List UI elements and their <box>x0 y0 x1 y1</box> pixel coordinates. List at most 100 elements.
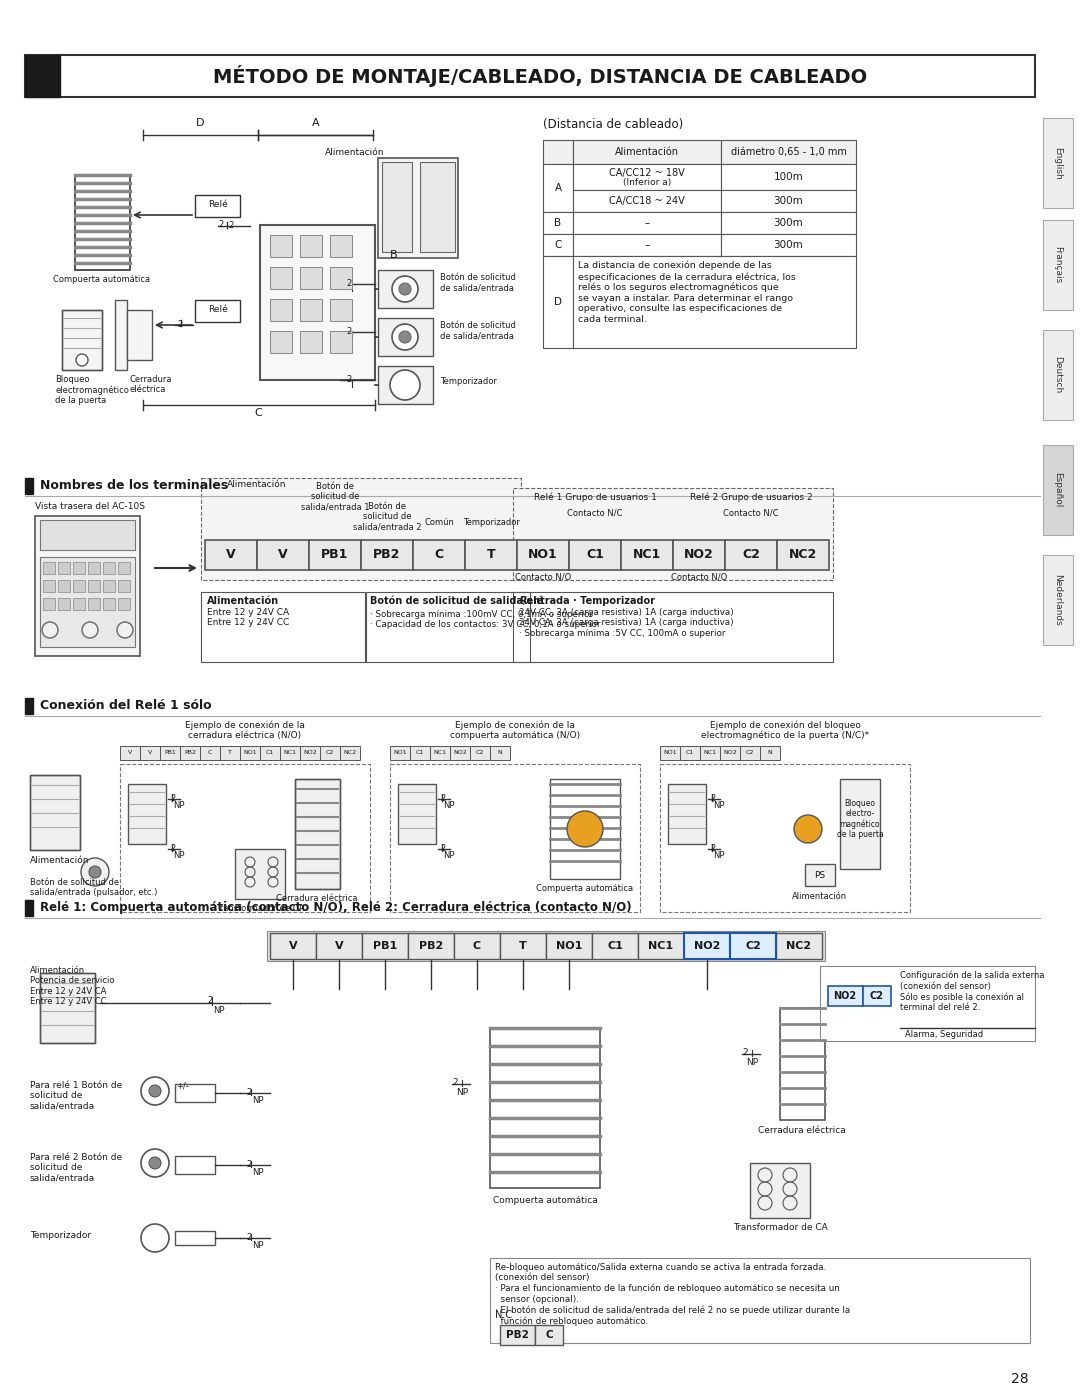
Text: 2: 2 <box>170 793 175 803</box>
Bar <box>420 162 455 251</box>
Text: NO1: NO1 <box>243 750 257 756</box>
Bar <box>73 562 85 574</box>
Bar <box>316 933 362 958</box>
Circle shape <box>82 622 98 638</box>
Bar <box>58 598 70 610</box>
Circle shape <box>141 1224 168 1252</box>
Text: C1: C1 <box>586 549 604 562</box>
Text: C2: C2 <box>746 750 754 756</box>
Text: Compuerta automática: Compuerta automática <box>492 1196 597 1206</box>
Bar <box>1043 555 1074 645</box>
Text: Alimentación: Alimentación <box>325 148 384 156</box>
Bar <box>40 972 95 1044</box>
Bar <box>680 746 700 760</box>
Bar <box>490 1259 1030 1343</box>
Bar <box>30 775 80 849</box>
Text: NC1: NC1 <box>703 750 716 756</box>
Bar <box>320 746 340 760</box>
Text: C2: C2 <box>745 942 761 951</box>
Bar <box>270 331 292 353</box>
Bar <box>454 933 500 958</box>
Bar <box>280 746 300 760</box>
Bar <box>513 488 833 580</box>
Bar <box>546 933 592 958</box>
Text: Cerradura eléctrica: Cerradura eléctrica <box>758 1126 846 1134</box>
Bar <box>25 54 1035 96</box>
Text: NP: NP <box>713 851 725 861</box>
Bar <box>267 930 825 961</box>
Text: V: V <box>279 549 287 562</box>
Text: NP: NP <box>443 851 455 861</box>
Circle shape <box>81 858 109 886</box>
Text: NP: NP <box>252 1241 264 1250</box>
Bar <box>200 746 220 760</box>
Text: Nederlands: Nederlands <box>1053 574 1063 626</box>
Text: D: D <box>195 117 204 129</box>
Text: NC2: NC2 <box>343 750 356 756</box>
Text: NC1: NC1 <box>633 549 661 562</box>
Bar <box>543 235 573 256</box>
Text: Temporizador: Temporizador <box>30 1231 91 1241</box>
Text: (Inferior a): (Inferior a) <box>623 177 671 187</box>
Text: Alimentación: Alimentación <box>793 893 848 901</box>
Bar <box>863 986 891 1006</box>
Bar <box>295 780 340 888</box>
Bar <box>30 775 80 849</box>
Text: C2: C2 <box>476 750 484 756</box>
Bar <box>621 541 673 570</box>
Bar <box>114 300 127 370</box>
Bar <box>465 541 517 570</box>
Bar <box>490 1028 600 1187</box>
Text: NC1: NC1 <box>283 750 297 756</box>
Bar <box>513 592 833 662</box>
Bar <box>361 541 413 570</box>
Text: Botón de solicitud de
salida/entrada (pulsador, etc.): Botón de solicitud de salida/entrada (pu… <box>30 877 158 897</box>
Bar <box>366 592 530 662</box>
Text: diámetro 0,65 - 1,0 mm: diámetro 0,65 - 1,0 mm <box>730 147 847 156</box>
Text: A: A <box>312 117 320 129</box>
Text: C: C <box>554 240 562 250</box>
Circle shape <box>117 622 133 638</box>
Text: 28: 28 <box>1011 1372 1029 1386</box>
Text: Transformador de CA: Transformador de CA <box>732 1222 827 1232</box>
Bar <box>205 541 257 570</box>
Text: NO1: NO1 <box>393 750 407 756</box>
Bar <box>340 746 360 760</box>
Text: 2: 2 <box>347 279 352 288</box>
Bar <box>62 310 102 370</box>
Bar <box>257 541 309 570</box>
Text: Contacto N/O: Contacto N/O <box>671 573 727 583</box>
Bar <box>300 331 322 353</box>
Bar <box>517 541 569 570</box>
Bar <box>270 933 316 958</box>
Bar <box>43 562 55 574</box>
Text: Entre 12 y 24V CA
Entre 12 y 24V CC: Entre 12 y 24V CA Entre 12 y 24V CC <box>207 608 289 627</box>
Bar <box>220 746 240 760</box>
Text: C2: C2 <box>742 549 760 562</box>
Text: Re-bloqueo automático/Salida externa cuando se activa la entrada forzada.
(conex: Re-bloqueo automático/Salida externa cua… <box>495 1263 850 1326</box>
Text: Compuerta automática: Compuerta automática <box>537 884 634 893</box>
Bar <box>408 933 454 958</box>
Text: –: – <box>645 240 650 250</box>
Text: 2: 2 <box>440 793 445 803</box>
Text: Transformador de CA: Transformador de CA <box>216 904 305 914</box>
Text: Contacto N/O: Contacto N/O <box>515 573 571 583</box>
Text: 2: 2 <box>170 844 175 854</box>
Bar <box>470 746 490 760</box>
Text: MÉTODO DE MONTAJE/CABLEADO, DISTANCIA DE CABLEADO: MÉTODO DE MONTAJE/CABLEADO, DISTANCIA DE… <box>213 66 867 87</box>
Text: T: T <box>519 942 527 951</box>
Bar <box>721 212 856 235</box>
Text: C: C <box>545 1330 553 1340</box>
Text: NO2: NO2 <box>684 549 714 562</box>
Circle shape <box>794 814 822 842</box>
Bar <box>118 562 130 574</box>
Text: T: T <box>487 549 496 562</box>
Bar <box>638 933 684 958</box>
Text: Cerradura eléctrica: Cerradura eléctrica <box>276 894 357 902</box>
Text: V: V <box>226 549 235 562</box>
Bar <box>103 562 114 574</box>
Bar <box>500 933 546 958</box>
Bar <box>780 1009 825 1120</box>
Text: Bloqueo
electro-
magnético
de la puerta: Bloqueo electro- magnético de la puerta <box>837 799 883 840</box>
Text: NP: NP <box>456 1088 468 1097</box>
